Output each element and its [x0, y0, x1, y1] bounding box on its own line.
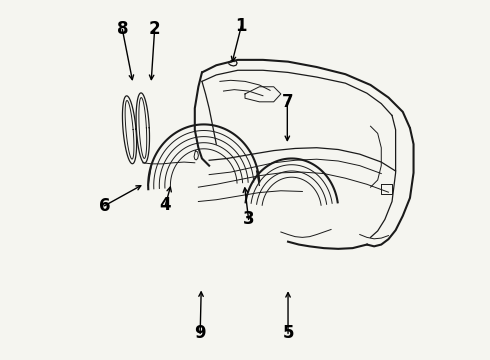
Text: 1: 1 [236, 17, 247, 35]
Text: 8: 8 [117, 21, 128, 39]
Text: 6: 6 [98, 197, 110, 215]
Text: 9: 9 [195, 324, 206, 342]
Text: 3: 3 [243, 211, 254, 229]
Text: 5: 5 [282, 324, 294, 342]
Text: 2: 2 [149, 21, 160, 39]
Text: 4: 4 [160, 196, 171, 214]
Text: 7: 7 [281, 93, 293, 111]
